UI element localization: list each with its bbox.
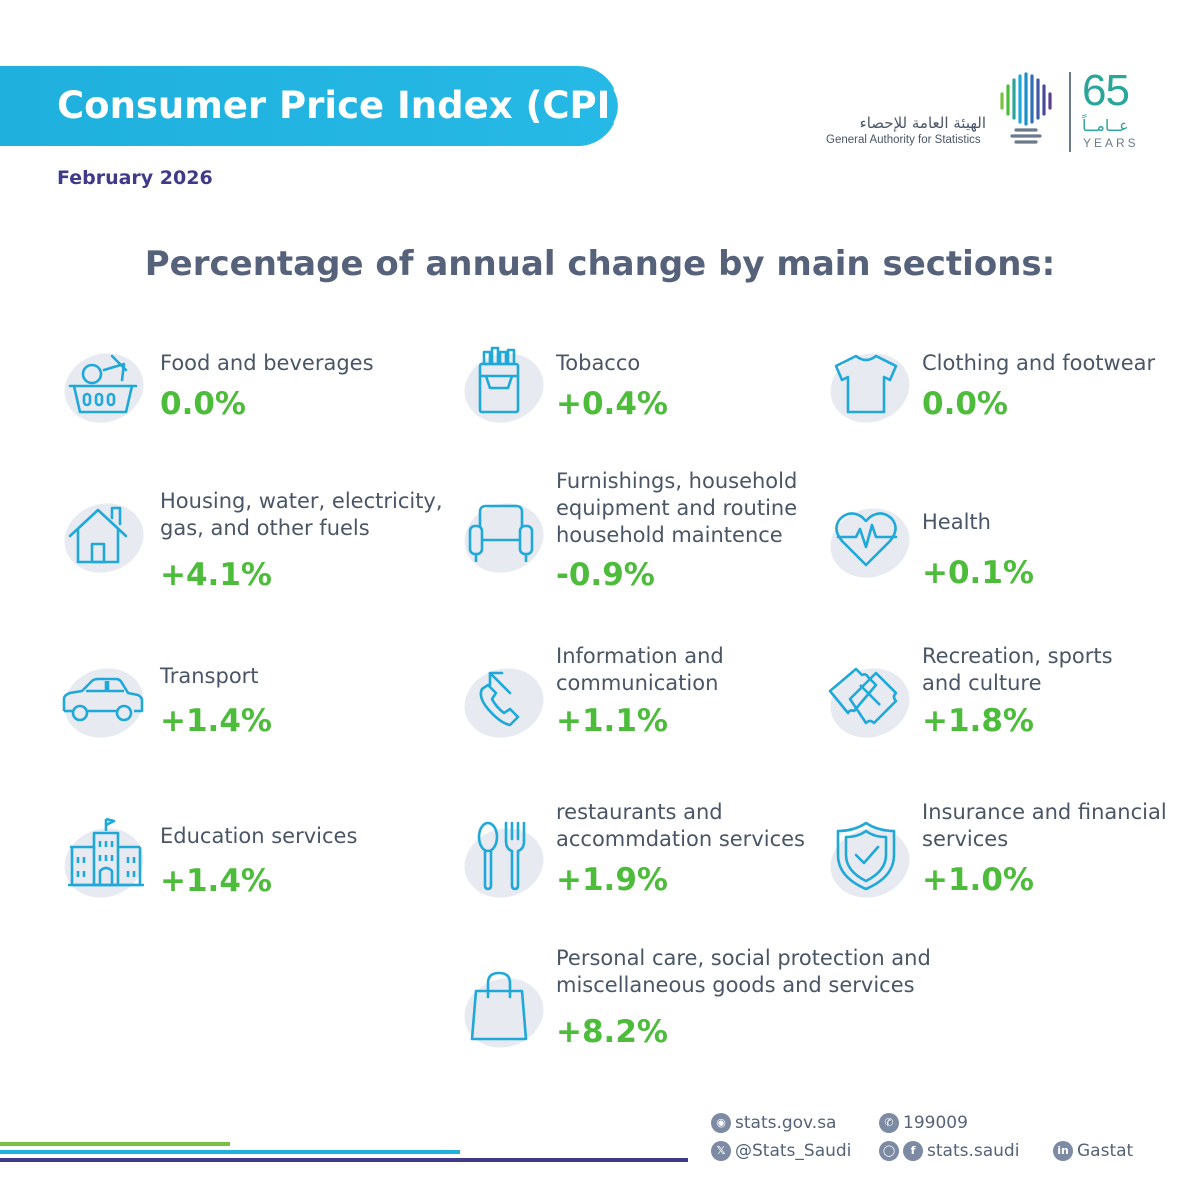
house-icon bbox=[60, 493, 150, 580]
section-name: Furnishings, household bbox=[556, 469, 798, 493]
phone-text: 199009 bbox=[903, 1113, 968, 1133]
tshirt-icon bbox=[826, 343, 916, 430]
school-building-icon bbox=[60, 817, 150, 905]
section-value: +1.9% bbox=[556, 862, 668, 898]
section-name: household maintence bbox=[556, 523, 783, 547]
section-value: +1.8% bbox=[922, 703, 1034, 739]
phone-call-icon bbox=[460, 658, 550, 745]
section-name: Food and beverages bbox=[160, 351, 374, 375]
linkedin-text: Gastat bbox=[1077, 1141, 1134, 1161]
logo-arabic-name: الهيئة العامة للإحصاء bbox=[859, 114, 986, 132]
title-banner bbox=[0, 66, 618, 146]
cigarette-pack-icon bbox=[460, 343, 550, 430]
section-name: Personal care, social protection and bbox=[556, 946, 931, 970]
section-name: Tobacco bbox=[556, 351, 641, 375]
footer-social[interactable]: ◯ f stats.saudi bbox=[879, 1141, 1019, 1161]
car-icon bbox=[60, 658, 150, 745]
twitter-text: @Stats_Saudi bbox=[735, 1141, 852, 1161]
basket-icon bbox=[60, 343, 150, 430]
section-name: Insurance and financial bbox=[922, 800, 1167, 824]
footer-line-purple bbox=[0, 1158, 688, 1162]
section-name: accommdation services bbox=[556, 827, 805, 851]
logo-divider bbox=[1069, 72, 1071, 152]
section-name: Information and bbox=[556, 644, 724, 668]
footer-phone[interactable]: ✆ 199009 bbox=[879, 1113, 968, 1133]
section-value: +1.4% bbox=[160, 863, 272, 899]
shopping-bag-icon bbox=[460, 968, 550, 1055]
x-twitter-icon: 𝕏 bbox=[711, 1141, 731, 1161]
section-name: Transport bbox=[160, 664, 259, 688]
section-value: -0.9% bbox=[556, 557, 655, 593]
section-value: +1.0% bbox=[922, 862, 1034, 898]
report-date: February 2026 bbox=[57, 167, 213, 189]
section-name: and culture bbox=[922, 671, 1042, 695]
section-value: 0.0% bbox=[160, 386, 246, 422]
footer-website[interactable]: ◉ stats.gov.sa bbox=[711, 1113, 836, 1133]
spoon-fork-icon bbox=[460, 818, 550, 905]
section-value: +1.1% bbox=[556, 703, 668, 739]
section-name: communication bbox=[556, 671, 719, 695]
footer-linkedin[interactable]: in Gastat bbox=[1053, 1141, 1133, 1161]
gastat-logo: الهيئة العامة للإحصاء General Authority … bbox=[820, 66, 1150, 156]
anniversary-years: YEARS bbox=[1083, 136, 1139, 150]
anniversary-arabic: عــامــاً bbox=[1082, 116, 1129, 135]
armchair-icon bbox=[460, 493, 550, 580]
section-value: +0.4% bbox=[556, 386, 668, 422]
section-name: Education services bbox=[160, 824, 358, 848]
footer-line-green bbox=[0, 1142, 230, 1146]
section-name: restaurants and bbox=[556, 800, 723, 824]
section-heading: Percentage of annual change by main sect… bbox=[144, 244, 1056, 284]
website-text: stats.gov.sa bbox=[735, 1113, 837, 1133]
linkedin-icon: in bbox=[1053, 1141, 1073, 1161]
section-name: Clothing and footwear bbox=[922, 351, 1156, 375]
logo-english-name: General Authority for Statistics bbox=[826, 134, 981, 146]
heart-pulse-icon bbox=[826, 498, 916, 585]
section-name: miscellaneous goods and services bbox=[556, 973, 915, 997]
phone-icon: ✆ bbox=[879, 1113, 899, 1133]
section-value: +8.2% bbox=[556, 1014, 668, 1050]
page-title: Consumer Price Index (CPI) bbox=[57, 84, 628, 127]
section-value: +4.1% bbox=[160, 557, 272, 593]
section-value: +0.1% bbox=[922, 555, 1034, 591]
palm-mark-icon bbox=[1000, 72, 1052, 144]
social-text: stats.saudi bbox=[927, 1141, 1020, 1161]
instagram-icon: ◯ bbox=[879, 1141, 899, 1161]
anniversary-number: 65 bbox=[1082, 66, 1130, 115]
shield-check-icon bbox=[826, 818, 916, 905]
section-name: Housing, water, electricity, bbox=[160, 489, 443, 513]
section-name: Health bbox=[922, 510, 991, 534]
section-name: gas, and other fuels bbox=[160, 516, 370, 540]
facebook-icon: f bbox=[903, 1141, 923, 1161]
footer-line-blue bbox=[0, 1150, 460, 1154]
tickets-icon bbox=[826, 658, 916, 745]
globe-icon: ◉ bbox=[711, 1113, 731, 1133]
section-name: services bbox=[922, 827, 1009, 851]
section-value: +1.4% bbox=[160, 703, 272, 739]
section-value: 0.0% bbox=[922, 386, 1008, 422]
section-name: equipment and routine bbox=[556, 496, 798, 520]
section-name: Recreation, sports bbox=[922, 644, 1113, 668]
footer-twitter[interactable]: 𝕏 @Stats_Saudi bbox=[711, 1141, 851, 1161]
